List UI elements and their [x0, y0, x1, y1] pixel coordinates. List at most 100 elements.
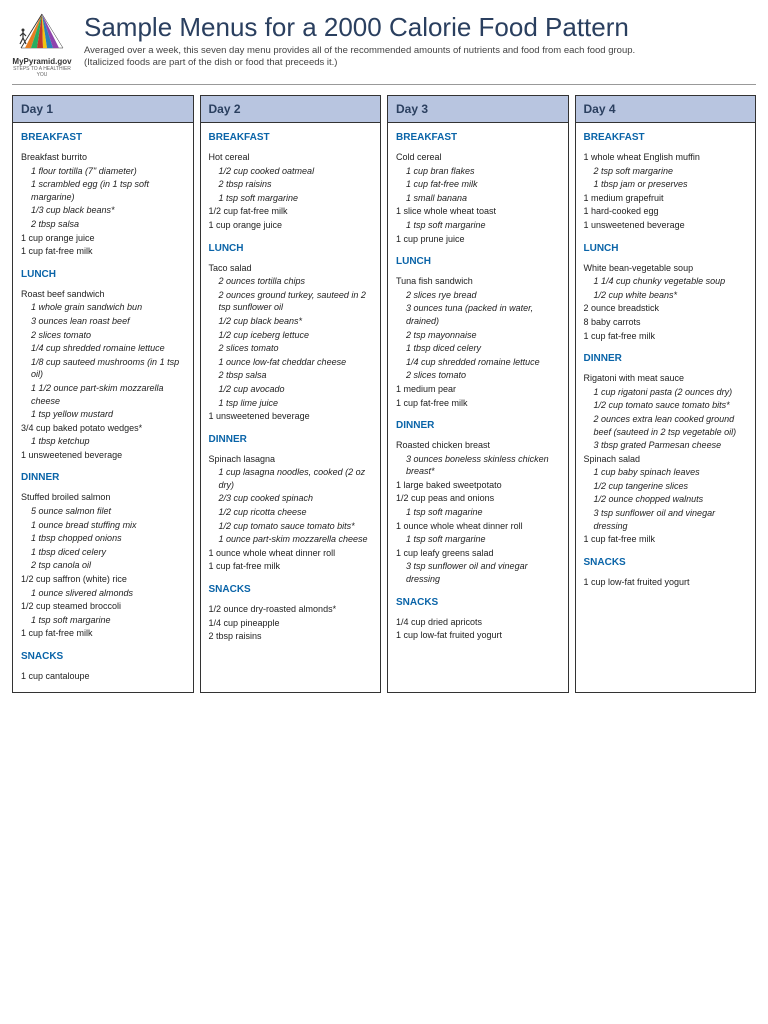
food-item: Rigatoni with meat sauce	[584, 372, 748, 385]
food-item: 1 tbsp diced celery	[396, 342, 560, 355]
food-item: Cold cereal	[396, 151, 560, 164]
food-item: 2 ounces ground turkey, sauteed in 2 tsp…	[209, 289, 373, 314]
food-item: 1 cup fat-free milk	[396, 178, 560, 191]
meal-title: SNACKS	[21, 650, 185, 664]
food-item: 2 slices tomato	[396, 369, 560, 382]
food-item: 1 cup orange juice	[21, 232, 185, 245]
food-item: 1 tsp soft margarine	[396, 219, 560, 232]
food-item: 1 tsp yellow mustard	[21, 408, 185, 421]
food-item: 1 scrambled egg (in 1 tsp soft margarine…	[21, 178, 185, 203]
food-item: Tuna fish sandwich	[396, 275, 560, 288]
food-item: 2 ounce breadstick	[584, 302, 748, 315]
food-item: 1 tbsp diced celery	[21, 546, 185, 559]
day-header: Day 4	[576, 96, 756, 123]
meal-title: SNACKS	[209, 583, 373, 597]
food-item: 1 tsp soft margarine	[21, 614, 185, 627]
food-item: 1/2 ounce dry-roasted almonds*	[209, 603, 373, 616]
food-item: 1 unsweetened beverage	[209, 410, 373, 423]
food-item: Hot cereal	[209, 151, 373, 164]
food-item: 1/2 cup cooked oatmeal	[209, 165, 373, 178]
food-item: 1/2 cup tomato sauce tomato bits*	[209, 520, 373, 533]
day-body: BREAKFASTCold cereal1 cup bran flakes1 c…	[388, 123, 568, 651]
food-item: Spinach salad	[584, 453, 748, 466]
logo-subtitle: STEPS TO A HEALTHIER YOU	[12, 66, 72, 78]
food-item: 1/4 cup shredded romaine lettuce	[21, 342, 185, 355]
meal-title: DINNER	[209, 433, 373, 447]
food-item: 1/2 cup avocado	[209, 383, 373, 396]
food-item: 1 cup fat-free milk	[209, 560, 373, 573]
meal-title: LUNCH	[584, 242, 748, 256]
food-item: 1/4 cup shredded romaine lettuce	[396, 356, 560, 369]
food-item: 3/4 cup baked potato wedges*	[21, 422, 185, 435]
food-item: 2/3 cup cooked spinach	[209, 492, 373, 505]
food-item: 1/2 cup ricotta cheese	[209, 506, 373, 519]
food-item: 2 tbsp raisins	[209, 178, 373, 191]
food-item: 2 ounces tortilla chips	[209, 275, 373, 288]
food-item: 1 ounce bread stuffing mix	[21, 519, 185, 532]
day-header: Day 1	[13, 96, 193, 123]
food-item: 1 cup fat-free milk	[584, 330, 748, 343]
food-item: 1 tbsp ketchup	[21, 435, 185, 448]
food-item: 1 cup fat-free milk	[21, 245, 185, 258]
food-item: 1 cup fat-free milk	[584, 533, 748, 546]
food-item: 3 ounces tuna (packed in water, drained)	[396, 302, 560, 327]
food-item: 1 cup fat-free milk	[396, 397, 560, 410]
food-item: 1/2 cup peas and onions	[396, 492, 560, 505]
food-item: 1 cup orange juice	[209, 219, 373, 232]
title-box: Sample Menus for a 2000 Calorie Food Pat…	[84, 12, 756, 70]
food-item: 5 ounce salmon filet	[21, 505, 185, 518]
day-header: Day 2	[201, 96, 381, 123]
meal-title: LUNCH	[396, 255, 560, 269]
food-item: 1 flour tortilla (7" diameter)	[21, 165, 185, 178]
page-header: MyPyramid.gov STEPS TO A HEALTHIER YOU S…	[12, 12, 756, 85]
food-item: 1 unsweetened beverage	[21, 449, 185, 462]
food-item: 1/2 cup white beans*	[584, 289, 748, 302]
day-body: BREAKFASTHot cereal1/2 cup cooked oatmea…	[201, 123, 381, 652]
food-item: 1 tsp soft margarine	[396, 533, 560, 546]
food-item: Stuffed broiled salmon	[21, 491, 185, 504]
day-body: BREAKFASTBreakfast burrito1 flour tortil…	[13, 123, 193, 692]
food-item: 1 hard-cooked egg	[584, 205, 748, 218]
food-item: 1 whole grain sandwich bun	[21, 301, 185, 314]
food-item: 1 medium pear	[396, 383, 560, 396]
food-item: 1/8 cup sauteed mushrooms (in 1 tsp oil)	[21, 356, 185, 381]
food-item: 1 large baked sweetpotato	[396, 479, 560, 492]
meal-title: BREAKFAST	[21, 131, 185, 145]
food-item: 1 cup rigatoni pasta (2 ounces dry)	[584, 386, 748, 399]
day-column: Day 2BREAKFASTHot cereal1/2 cup cooked o…	[200, 95, 382, 693]
food-item: 2 tbsp salsa	[209, 369, 373, 382]
food-item: 1 ounce whole wheat dinner roll	[396, 520, 560, 533]
page-title: Sample Menus for a 2000 Calorie Food Pat…	[84, 12, 756, 43]
meal-title: DINNER	[396, 419, 560, 433]
food-item: 1/2 ounce chopped walnuts	[584, 493, 748, 506]
meal-title: SNACKS	[584, 556, 748, 570]
food-item: 1 cup fat-free milk	[21, 627, 185, 640]
food-item: 1 ounce low-fat cheddar cheese	[209, 356, 373, 369]
meal-title: LUNCH	[21, 268, 185, 282]
food-item: 3 tbsp grated Parmesan cheese	[584, 439, 748, 452]
meal-title: BREAKFAST	[396, 131, 560, 145]
food-item: Taco salad	[209, 262, 373, 275]
day-header: Day 3	[388, 96, 568, 123]
food-item: 1/3 cup black beans*	[21, 204, 185, 217]
page-subtitle-2: (Italicized foods are part of the dish o…	[84, 57, 756, 69]
food-item: 1 cup bran flakes	[396, 165, 560, 178]
food-item: 1 tbsp chopped onions	[21, 532, 185, 545]
food-item: 1 whole wheat English muffin	[584, 151, 748, 164]
food-item: 2 tsp mayonnaise	[396, 329, 560, 342]
food-item: 1/2 cup black beans*	[209, 315, 373, 328]
food-item: 1 tbsp jam or preserves	[584, 178, 748, 191]
food-item: 2 tbsp raisins	[209, 630, 373, 643]
food-item: 1 cup baby spinach leaves	[584, 466, 748, 479]
food-item: 1 1/2 ounce part-skim mozzarella cheese	[21, 382, 185, 407]
food-item: 1 tsp soft magarine	[396, 506, 560, 519]
food-item: 1 slice whole wheat toast	[396, 205, 560, 218]
menu-columns: Day 1BREAKFASTBreakfast burrito1 flour t…	[12, 95, 756, 693]
food-item: 2 slices tomato	[209, 342, 373, 355]
food-item: 3 tsp sunflower oil and vinegar dressing	[584, 507, 748, 532]
meal-title: SNACKS	[396, 596, 560, 610]
food-item: 1 1/4 cup chunky vegetable soup	[584, 275, 748, 288]
page-subtitle-1: Averaged over a week, this seven day men…	[84, 45, 756, 57]
food-item: 2 slices tomato	[21, 329, 185, 342]
food-item: 1 ounce whole wheat dinner roll	[209, 547, 373, 560]
